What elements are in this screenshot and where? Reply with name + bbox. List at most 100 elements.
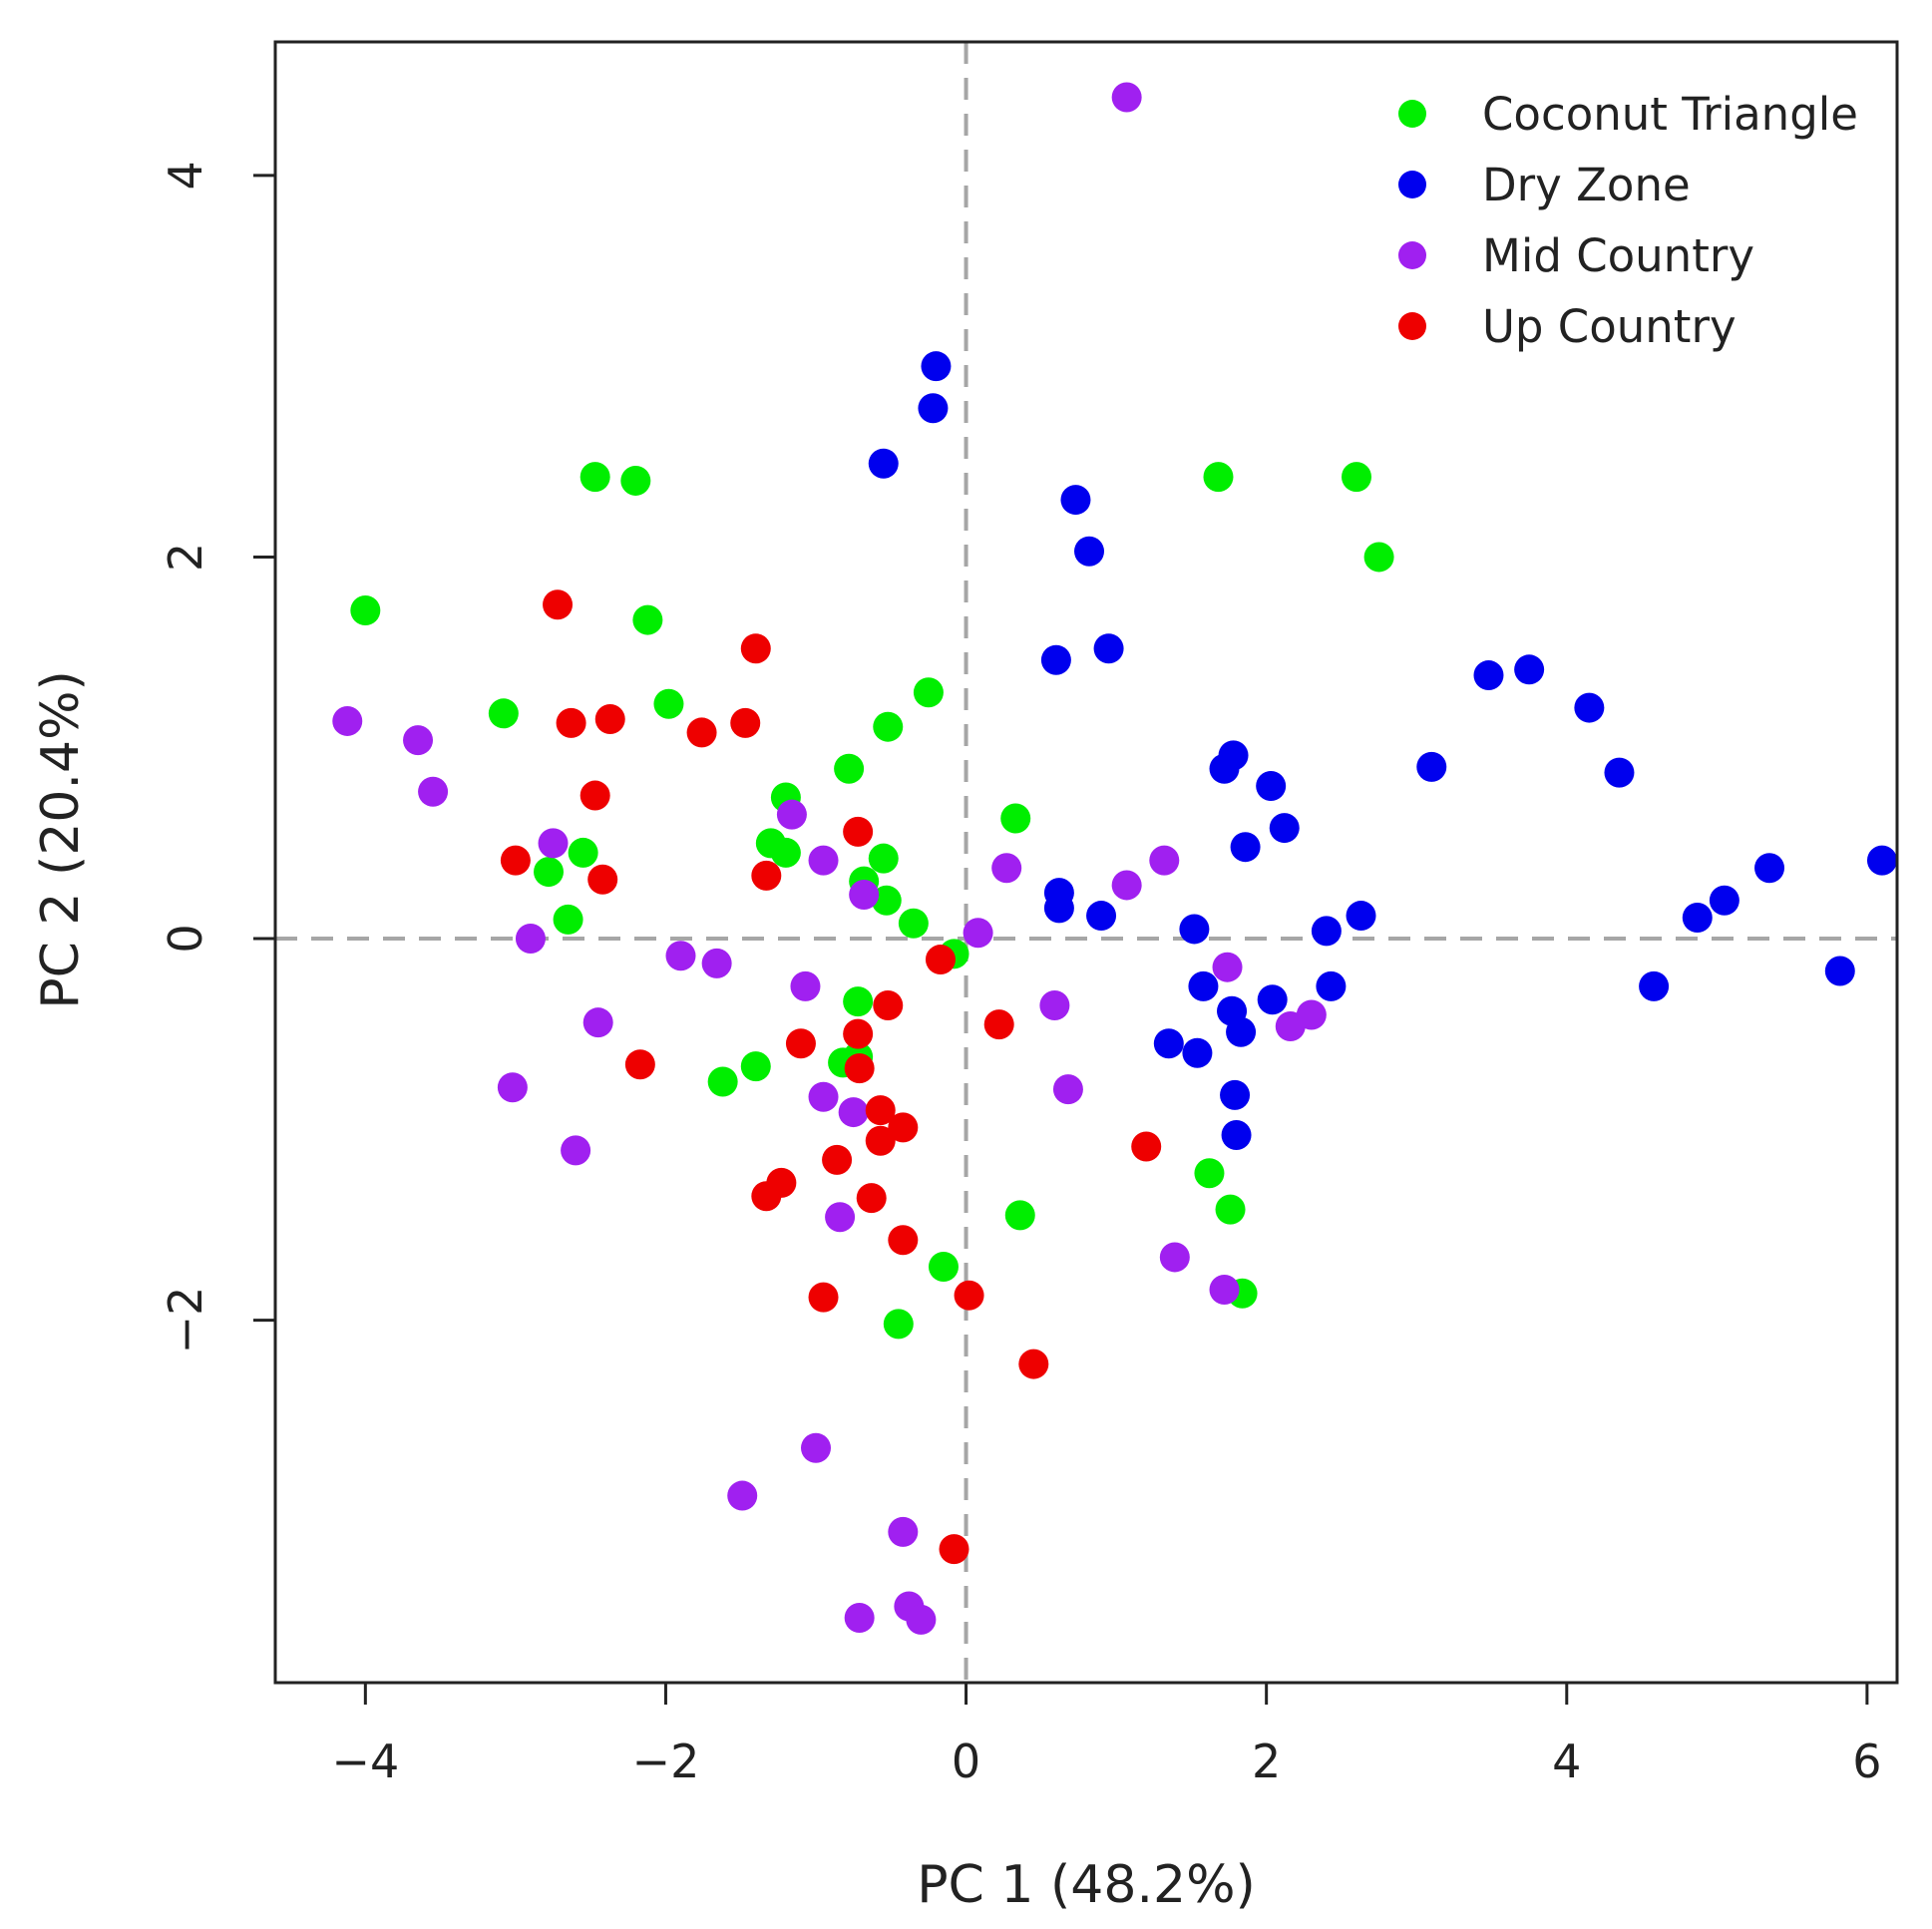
point-coconut-triangle (913, 677, 944, 708)
point-dry-zone (1256, 770, 1287, 801)
point-dry-zone (1226, 1016, 1257, 1047)
point-coconut-triangle (868, 843, 899, 874)
point-coconut-triangle (928, 1252, 959, 1283)
legend-label-up-country: Up Country (1482, 300, 1737, 353)
point-coconut-triangle (653, 688, 684, 719)
point-coconut-triangle (1194, 1158, 1225, 1189)
point-mid-country (701, 948, 732, 978)
point-dry-zone (1257, 984, 1288, 1015)
point-coconut-triangle (873, 711, 904, 742)
point-coconut-triangle (740, 1051, 771, 1082)
point-up-country (873, 989, 904, 1020)
point-mid-country (561, 1135, 591, 1166)
point-up-country (843, 816, 874, 847)
point-up-country (785, 1028, 816, 1059)
point-coconut-triangle (488, 698, 519, 729)
point-up-country (543, 589, 574, 620)
point-mid-country (665, 941, 696, 971)
point-dry-zone (1153, 1028, 1184, 1059)
point-dry-zone (1040, 644, 1071, 675)
legend-marker-up-country (1398, 312, 1426, 340)
point-dry-zone (1086, 901, 1117, 932)
point-up-country (865, 1125, 896, 1156)
legend-marker-dry-zone (1398, 171, 1426, 198)
point-up-country (580, 780, 610, 811)
point-mid-country (1111, 870, 1142, 901)
point-up-country (1131, 1131, 1162, 1162)
data-points (332, 82, 1897, 1635)
x-tick-label: 0 (952, 1735, 980, 1788)
point-dry-zone (1269, 813, 1300, 844)
y-tick-label: −2 (159, 1287, 212, 1354)
point-mid-country (1111, 82, 1142, 113)
y-tick-label: 4 (159, 161, 212, 190)
point-up-country (865, 1095, 896, 1126)
point-coconut-triangle (898, 908, 929, 939)
point-mid-country (1052, 1074, 1083, 1105)
point-mid-country (403, 725, 434, 756)
point-dry-zone (1346, 901, 1376, 932)
point-coconut-triangle (883, 1309, 914, 1340)
point-mid-country (1159, 1242, 1190, 1273)
legend-marker-coconut-triangle (1398, 100, 1426, 128)
x-tick-label: 6 (1852, 1735, 1881, 1788)
x-tick-label: −4 (331, 1735, 399, 1788)
point-dry-zone (1316, 970, 1347, 1001)
point-dry-zone (1221, 1120, 1252, 1151)
point-dry-zone (1416, 751, 1447, 782)
point-up-country (843, 1018, 874, 1049)
point-dry-zone (1074, 536, 1105, 567)
point-dry-zone (1182, 1037, 1213, 1068)
point-mid-country (515, 924, 546, 955)
point-up-country (730, 707, 761, 738)
point-coconut-triangle (1000, 803, 1031, 834)
point-dry-zone (1311, 916, 1342, 947)
point-mid-country (808, 1081, 839, 1112)
point-up-country (587, 864, 618, 895)
point-dry-zone (1179, 914, 1210, 945)
point-mid-country (963, 918, 993, 949)
point-mid-country (418, 776, 449, 807)
point-coconut-triangle (1004, 1200, 1035, 1231)
point-dry-zone (1604, 757, 1635, 788)
point-mid-country (582, 1007, 613, 1038)
point-mid-country (1296, 999, 1327, 1030)
point-coconut-triangle (620, 465, 651, 496)
point-coconut-triangle (632, 604, 663, 635)
point-dry-zone (918, 393, 949, 424)
point-dry-zone (1824, 956, 1855, 986)
point-coconut-triangle (871, 885, 902, 916)
point-dry-zone (1866, 845, 1897, 876)
point-mid-country (538, 828, 569, 859)
x-tick-label: 2 (1252, 1735, 1281, 1788)
point-dry-zone (921, 351, 952, 382)
point-mid-country (801, 1432, 831, 1463)
point-coconut-triangle (1215, 1194, 1246, 1225)
point-mid-country (1149, 845, 1180, 876)
point-dry-zone (1514, 654, 1545, 685)
point-up-country (594, 704, 625, 735)
point-up-country (939, 1534, 969, 1565)
point-mid-country (497, 1072, 528, 1103)
point-coconut-triangle (770, 837, 801, 868)
point-mid-country (1039, 989, 1070, 1020)
x-tick-label: −2 (632, 1735, 700, 1788)
point-dry-zone (1093, 633, 1124, 664)
point-up-country (983, 1009, 1014, 1040)
point-mid-country (790, 970, 821, 1001)
legend: Coconut Triangle Dry Zone Mid Country Up Co… (1398, 88, 1858, 353)
point-up-country (888, 1225, 919, 1256)
point-up-country (822, 1144, 853, 1175)
point-mid-country (332, 705, 363, 736)
point-dry-zone (1639, 970, 1670, 1001)
reference-lines (275, 42, 1897, 1683)
point-mid-country (776, 799, 807, 830)
legend-label-dry-zone: Dry Zone (1482, 159, 1691, 211)
point-mid-country (727, 1480, 758, 1511)
point-dry-zone (1230, 832, 1261, 863)
point-mid-country (838, 1097, 869, 1128)
point-dry-zone (1043, 893, 1074, 924)
legend-label-coconut-triangle: Coconut Triangle (1482, 88, 1858, 141)
point-mid-country (1212, 952, 1243, 982)
point-up-country (844, 1053, 875, 1084)
